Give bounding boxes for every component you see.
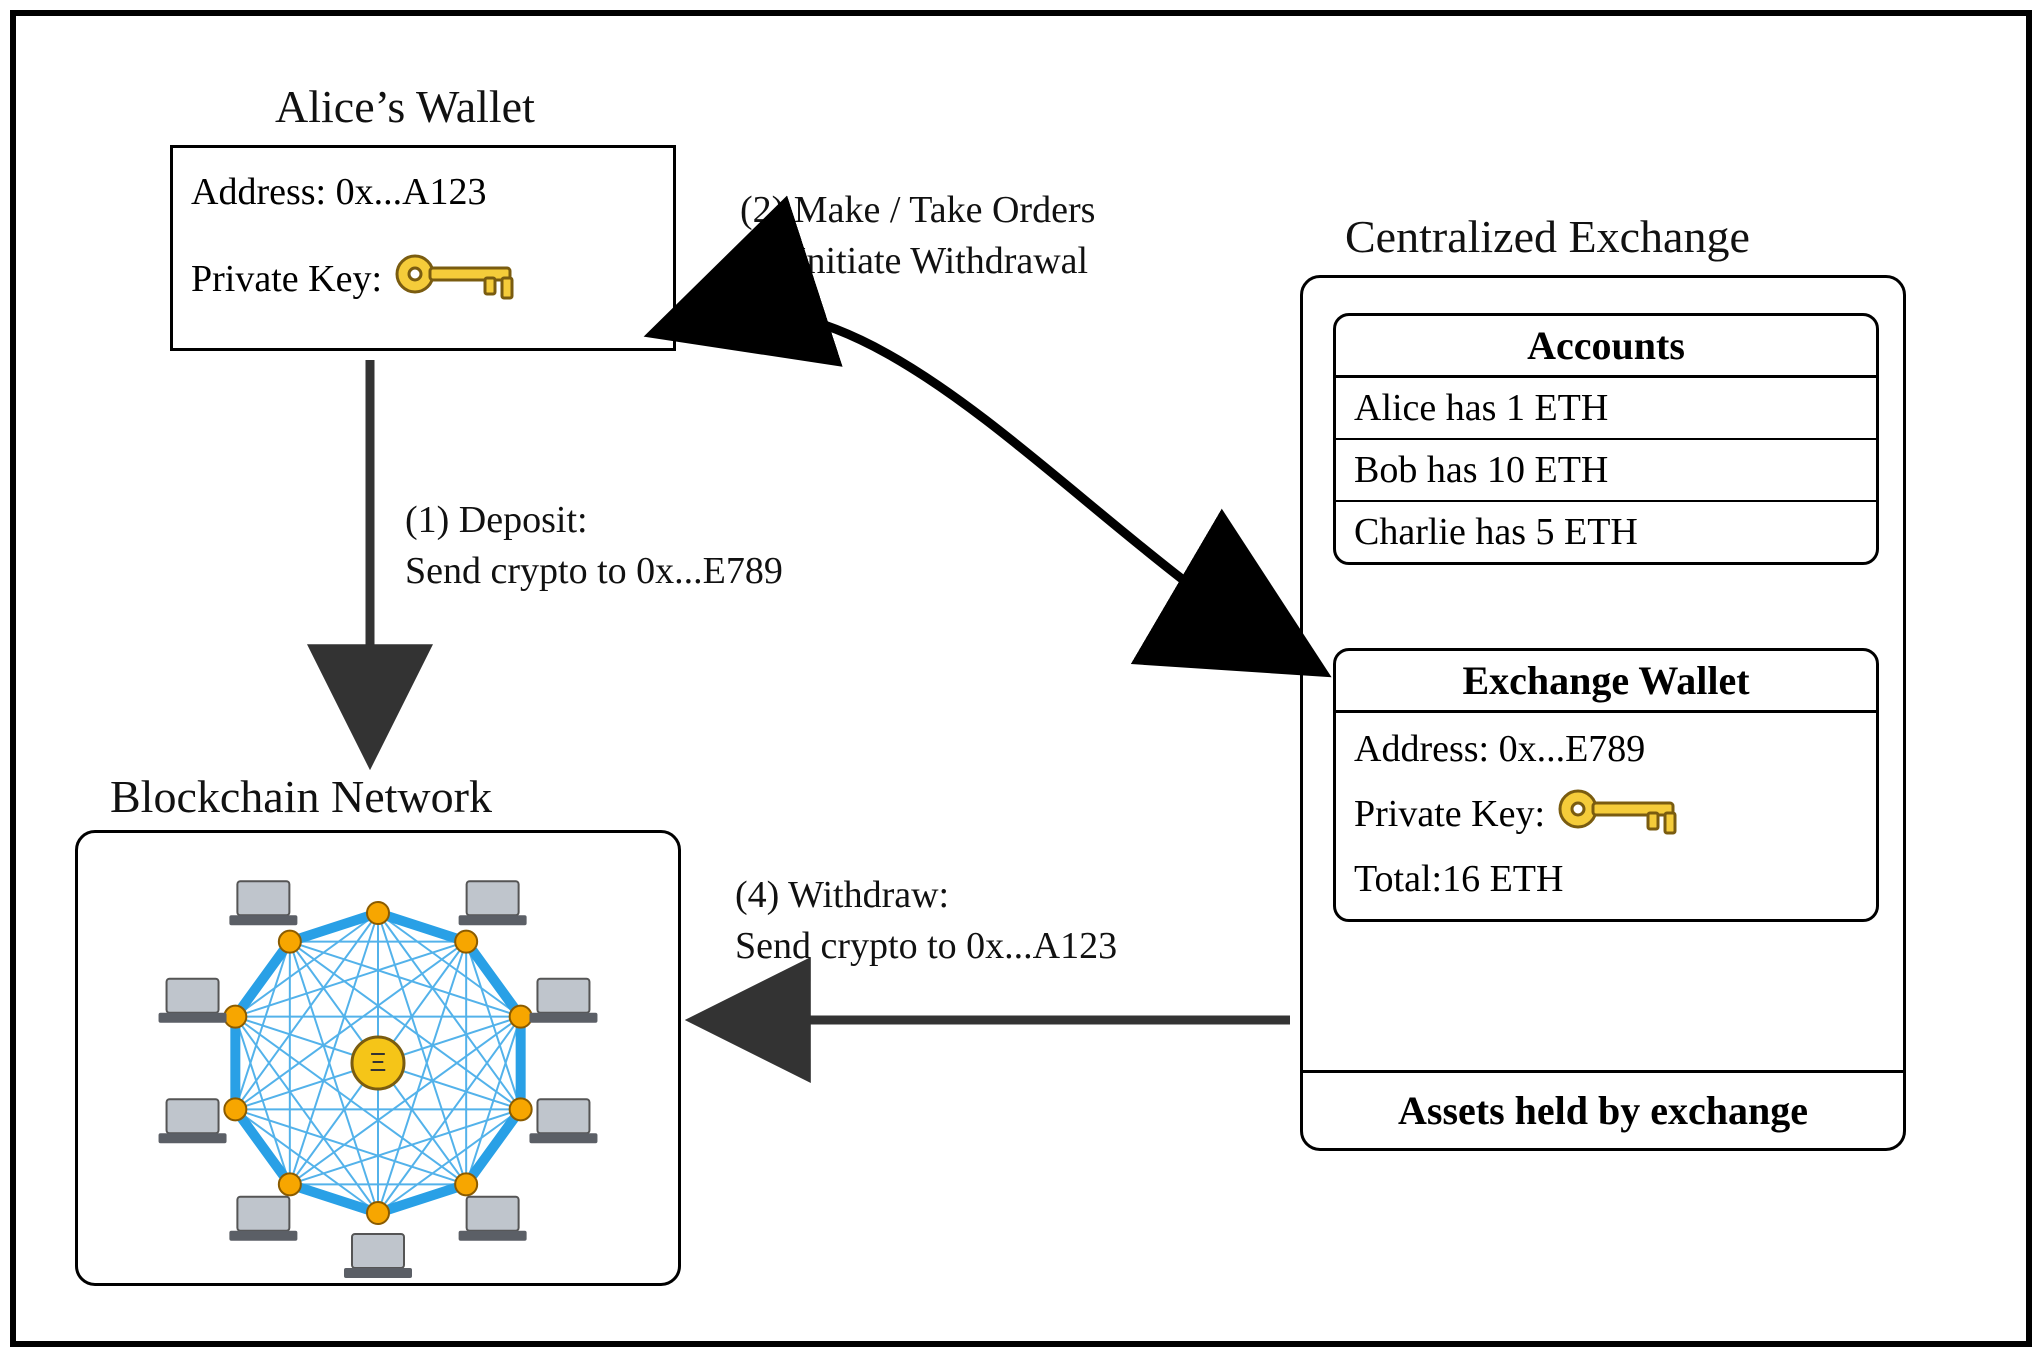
exchange-wallet-pk-label: Private Key: [1354, 792, 1545, 836]
wallet-private-key-label: Private Key: [191, 257, 382, 301]
withdraw-label-line2: Send crypto to 0x...A123 [735, 925, 1117, 967]
wallet-box: Address: 0x...A123 Private Key: [170, 145, 676, 351]
exchange-wallet-title: Exchange Wallet [1336, 651, 1876, 713]
svg-text:Ξ: Ξ [370, 1047, 387, 1077]
exchange-footer: Assets held by exchange [1303, 1070, 1903, 1148]
exchange-wallet-total: Total:16 ETH [1336, 853, 1876, 905]
wallet-address: Address: 0x...A123 [173, 166, 673, 218]
orders-label-line2: (3) Initiate Withdrawal [740, 240, 1088, 282]
key-icon [1553, 779, 1693, 849]
orders-label: (2) Make / Take Orders (3) Initiate With… [740, 185, 1095, 288]
orders-label-line1: (2) Make / Take Orders [740, 189, 1095, 231]
wallet-private-key-row: Private Key: [173, 240, 673, 318]
deposit-label-line2: Send crypto to 0x...E789 [405, 550, 783, 592]
network-title: Blockchain Network [110, 770, 492, 823]
network-box: Ξ [75, 830, 681, 1286]
exchange-wallet-address: Address: 0x...E789 [1336, 723, 1876, 775]
wallet-title: Alice’s Wallet [275, 80, 535, 133]
exchange-wallet-box: Exchange Wallet Address: 0x...E789 Priva… [1333, 648, 1879, 922]
exchange-wallet-pk-row: Private Key: [1336, 775, 1876, 853]
accounts-row: Bob has 10 ETH [1336, 440, 1876, 502]
accounts-box: Accounts Alice has 1 ETH Bob has 10 ETH … [1333, 313, 1879, 565]
diagram-canvas: Alice’s Wallet Address: 0x...A123 Privat… [0, 0, 2040, 1353]
withdraw-label-line1: (4) Withdraw: [735, 874, 949, 916]
exchange-box: Accounts Alice has 1 ETH Bob has 10 ETH … [1300, 275, 1906, 1151]
accounts-title: Accounts [1336, 316, 1876, 378]
exchange-title: Centralized Exchange [1345, 210, 1750, 263]
network-icon: Ξ [78, 833, 678, 1283]
withdraw-label: (4) Withdraw: Send crypto to 0x...A123 [735, 870, 1117, 973]
key-icon [390, 244, 530, 314]
accounts-row: Alice has 1 ETH [1336, 378, 1876, 440]
accounts-row: Charlie has 5 ETH [1336, 502, 1876, 562]
deposit-label-line1: (1) Deposit: [405, 499, 588, 541]
deposit-label: (1) Deposit: Send crypto to 0x...E789 [405, 495, 783, 598]
